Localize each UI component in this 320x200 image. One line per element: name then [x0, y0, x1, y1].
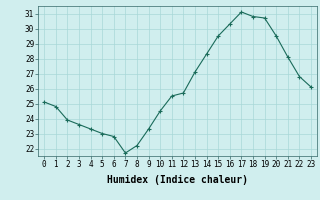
X-axis label: Humidex (Indice chaleur): Humidex (Indice chaleur): [107, 175, 248, 185]
